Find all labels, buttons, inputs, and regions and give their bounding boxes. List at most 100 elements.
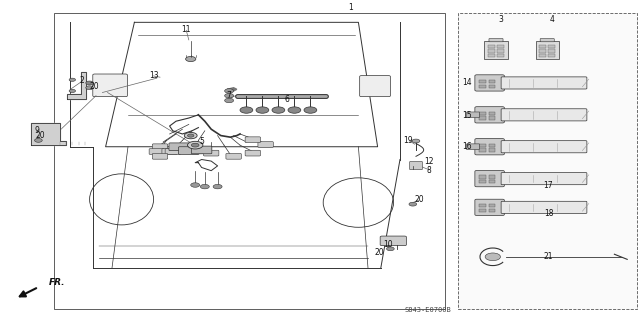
Bar (479, 204, 486, 207)
Bar (479, 80, 486, 83)
Text: 20: 20 (90, 82, 100, 91)
Circle shape (225, 98, 234, 103)
FancyBboxPatch shape (536, 41, 559, 59)
FancyBboxPatch shape (165, 149, 180, 154)
Circle shape (186, 56, 196, 62)
Bar (548, 54, 555, 57)
Circle shape (240, 107, 253, 113)
FancyBboxPatch shape (501, 77, 587, 89)
Bar (489, 180, 495, 183)
FancyBboxPatch shape (380, 236, 406, 246)
Bar (479, 116, 486, 120)
Text: 7: 7 (227, 91, 232, 100)
FancyBboxPatch shape (475, 107, 504, 123)
FancyBboxPatch shape (501, 109, 587, 121)
Text: 20: 20 (374, 249, 384, 257)
FancyBboxPatch shape (360, 76, 390, 97)
Text: 20: 20 (414, 195, 424, 204)
FancyBboxPatch shape (162, 149, 177, 154)
Text: 10: 10 (383, 241, 394, 249)
Bar (539, 49, 546, 53)
Bar (488, 54, 495, 57)
FancyBboxPatch shape (179, 147, 199, 154)
Text: 11: 11 (181, 25, 190, 34)
Bar (497, 45, 504, 48)
Text: 9: 9 (35, 126, 40, 135)
FancyBboxPatch shape (152, 144, 168, 150)
FancyBboxPatch shape (149, 149, 164, 154)
Bar (548, 45, 555, 48)
Bar (479, 175, 486, 179)
Bar (497, 49, 504, 53)
Circle shape (69, 78, 76, 81)
Circle shape (69, 89, 76, 93)
FancyBboxPatch shape (467, 112, 479, 118)
Polygon shape (31, 123, 66, 145)
Circle shape (272, 107, 285, 113)
Text: 17: 17 (543, 181, 554, 190)
Circle shape (191, 183, 200, 187)
Bar (479, 148, 486, 152)
Circle shape (412, 139, 420, 143)
FancyBboxPatch shape (540, 39, 554, 42)
Circle shape (213, 184, 222, 189)
Bar (489, 80, 495, 83)
Text: 4: 4 (549, 15, 554, 24)
Bar (489, 175, 495, 179)
Circle shape (188, 134, 194, 137)
Circle shape (225, 89, 234, 93)
Bar (488, 49, 495, 53)
Circle shape (256, 107, 269, 113)
Bar (497, 54, 504, 57)
FancyBboxPatch shape (169, 143, 189, 151)
Text: 5: 5 (199, 137, 204, 146)
Bar (489, 85, 495, 88)
Circle shape (200, 184, 209, 189)
Text: 12: 12 (424, 157, 433, 166)
FancyBboxPatch shape (245, 137, 260, 143)
Circle shape (225, 93, 234, 98)
Bar (479, 180, 486, 183)
Circle shape (485, 253, 500, 261)
Circle shape (409, 202, 417, 206)
Text: 13: 13 (148, 71, 159, 80)
Text: S843-E0700B: S843-E0700B (404, 307, 451, 313)
FancyBboxPatch shape (475, 138, 504, 155)
Text: 8: 8 (426, 166, 431, 175)
FancyBboxPatch shape (191, 146, 212, 154)
Bar (489, 116, 495, 120)
Polygon shape (227, 88, 237, 91)
Circle shape (387, 247, 394, 251)
Text: 6: 6 (284, 95, 289, 104)
Bar (489, 144, 495, 147)
FancyBboxPatch shape (188, 148, 203, 154)
Circle shape (184, 132, 197, 139)
Bar (539, 54, 546, 57)
Circle shape (86, 81, 93, 85)
Bar (489, 148, 495, 152)
FancyBboxPatch shape (489, 39, 503, 42)
Text: 20: 20 (35, 131, 45, 140)
FancyBboxPatch shape (501, 141, 587, 153)
FancyBboxPatch shape (258, 142, 273, 147)
Polygon shape (67, 72, 86, 99)
Bar (548, 49, 555, 53)
FancyBboxPatch shape (152, 153, 168, 159)
FancyBboxPatch shape (245, 150, 260, 156)
FancyBboxPatch shape (467, 144, 479, 150)
Circle shape (288, 107, 301, 113)
FancyBboxPatch shape (475, 170, 504, 187)
Text: 19: 19 (403, 137, 413, 145)
Text: 2: 2 (79, 76, 84, 85)
Bar (479, 209, 486, 212)
FancyBboxPatch shape (410, 161, 422, 170)
Bar (489, 209, 495, 212)
Bar (539, 45, 546, 48)
Text: 21: 21 (544, 252, 553, 261)
Text: 14: 14 (462, 78, 472, 87)
Text: 15: 15 (462, 111, 472, 120)
Bar (489, 112, 495, 115)
Bar (479, 85, 486, 88)
FancyBboxPatch shape (501, 173, 587, 185)
Bar (458, 13, 637, 309)
